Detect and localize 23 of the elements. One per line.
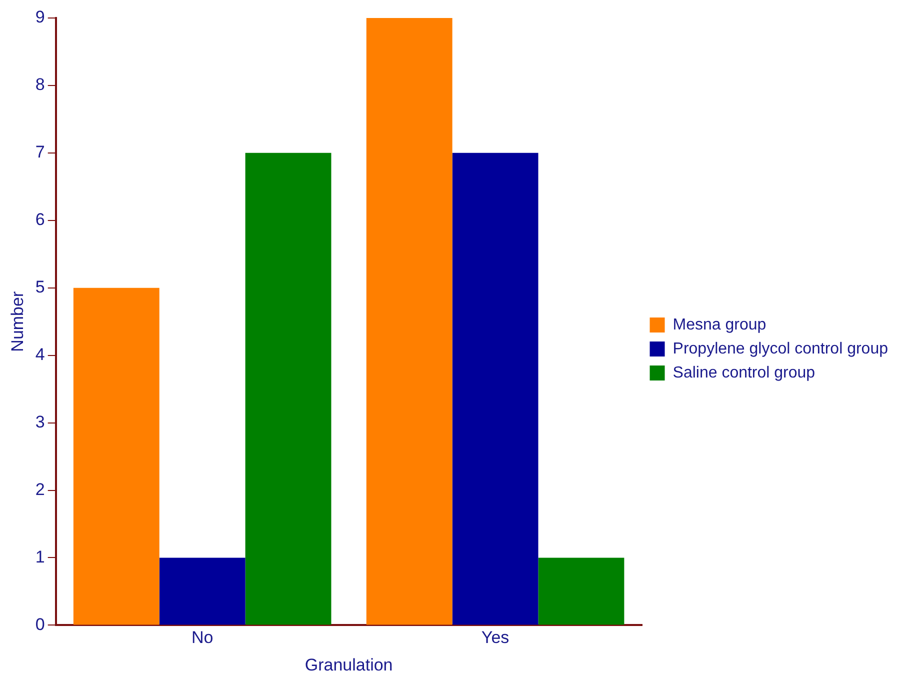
y-tick-label: 3 [35,412,45,432]
bar [538,558,624,625]
y-tick-label: 8 [35,75,45,94]
x-tick-label: Yes [481,628,510,648]
bar [452,152,538,625]
legend-label: Propylene glycol control group [672,340,888,358]
y-tick-label: 4 [35,345,45,364]
y-tick-label: 5 [35,278,45,297]
y-tick-label: 6 [35,210,45,230]
bar [245,152,332,625]
y-tick-label: 0 [35,614,45,634]
x-axis-title: Granulation [304,655,393,674]
y-tick-label: 7 [35,142,45,162]
y-tick-label: 9 [35,8,45,27]
y-axis-title: Number [8,291,27,352]
x-tick-label: No [191,628,214,648]
y-tick-label: 1 [35,547,45,566]
bar [366,18,452,625]
legend-label: Saline control group [672,364,816,382]
bar [73,288,160,625]
bar [159,558,246,625]
y-tick-label: 2 [35,480,45,499]
legend-label: Mesna group [672,316,766,334]
